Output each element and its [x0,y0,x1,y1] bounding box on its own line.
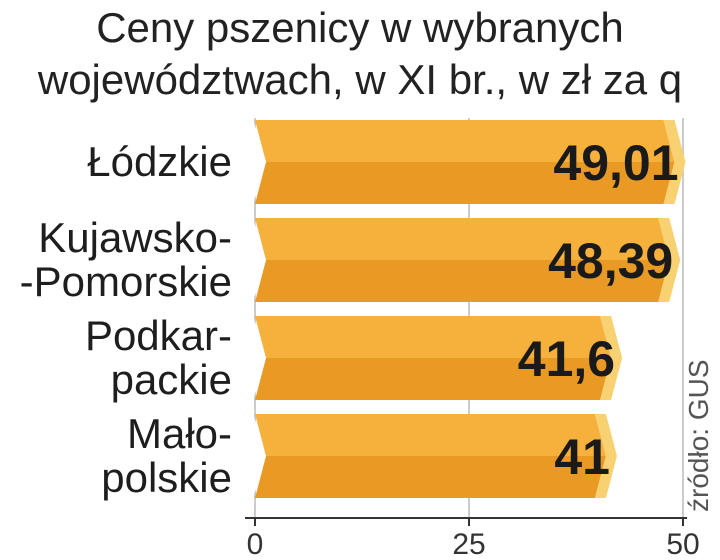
chart-title-line-1: Ceny pszenicy w wybranych [96,4,624,51]
bar [253,120,686,204]
bar-left-notch [253,414,266,498]
bar-bottom-face [255,162,675,204]
value-label: 41,6 [518,331,615,387]
value-label: 41 [554,429,610,485]
bar-bottom-face [255,456,606,498]
bar [253,218,681,302]
x-tick-label: 25 [452,528,485,560]
bar-bottom-face [255,260,670,302]
category-label: Mało- [127,410,232,457]
bar-top-face [255,316,612,358]
category-label: polskie [101,454,232,501]
x-tick-label: 0 [247,528,264,560]
category-label: Kujawsko- [38,214,232,261]
source-label: źródło: GUS [683,360,714,513]
bar-left-notch [253,218,266,302]
bar-left-notch [253,120,266,204]
bar-end-cap [658,218,681,302]
x-tick-label: 50 [666,528,699,560]
chart-title-line-2: województwach, w XI br., w zł za q [37,56,683,103]
bar-left-notch [253,316,266,400]
bar-top-face [255,218,670,260]
category-label: Łódzkie [87,138,232,185]
bar-bottom-face [255,358,612,400]
bar-top-face [255,120,675,162]
category-label: packie [111,356,232,403]
value-label: 49,01 [553,135,678,191]
category-label: -Pomorskie [20,258,232,305]
bar-end-cap [594,414,617,498]
bar-end-cap [600,316,623,400]
bar-top-face [255,414,606,456]
chart-title: Ceny pszenicy w wybranych województwach,… [0,2,720,106]
category-label: Podkar- [85,312,232,359]
bar [253,316,623,400]
value-label: 48,39 [548,233,673,289]
bar [253,414,617,498]
bar-end-cap [663,120,686,204]
